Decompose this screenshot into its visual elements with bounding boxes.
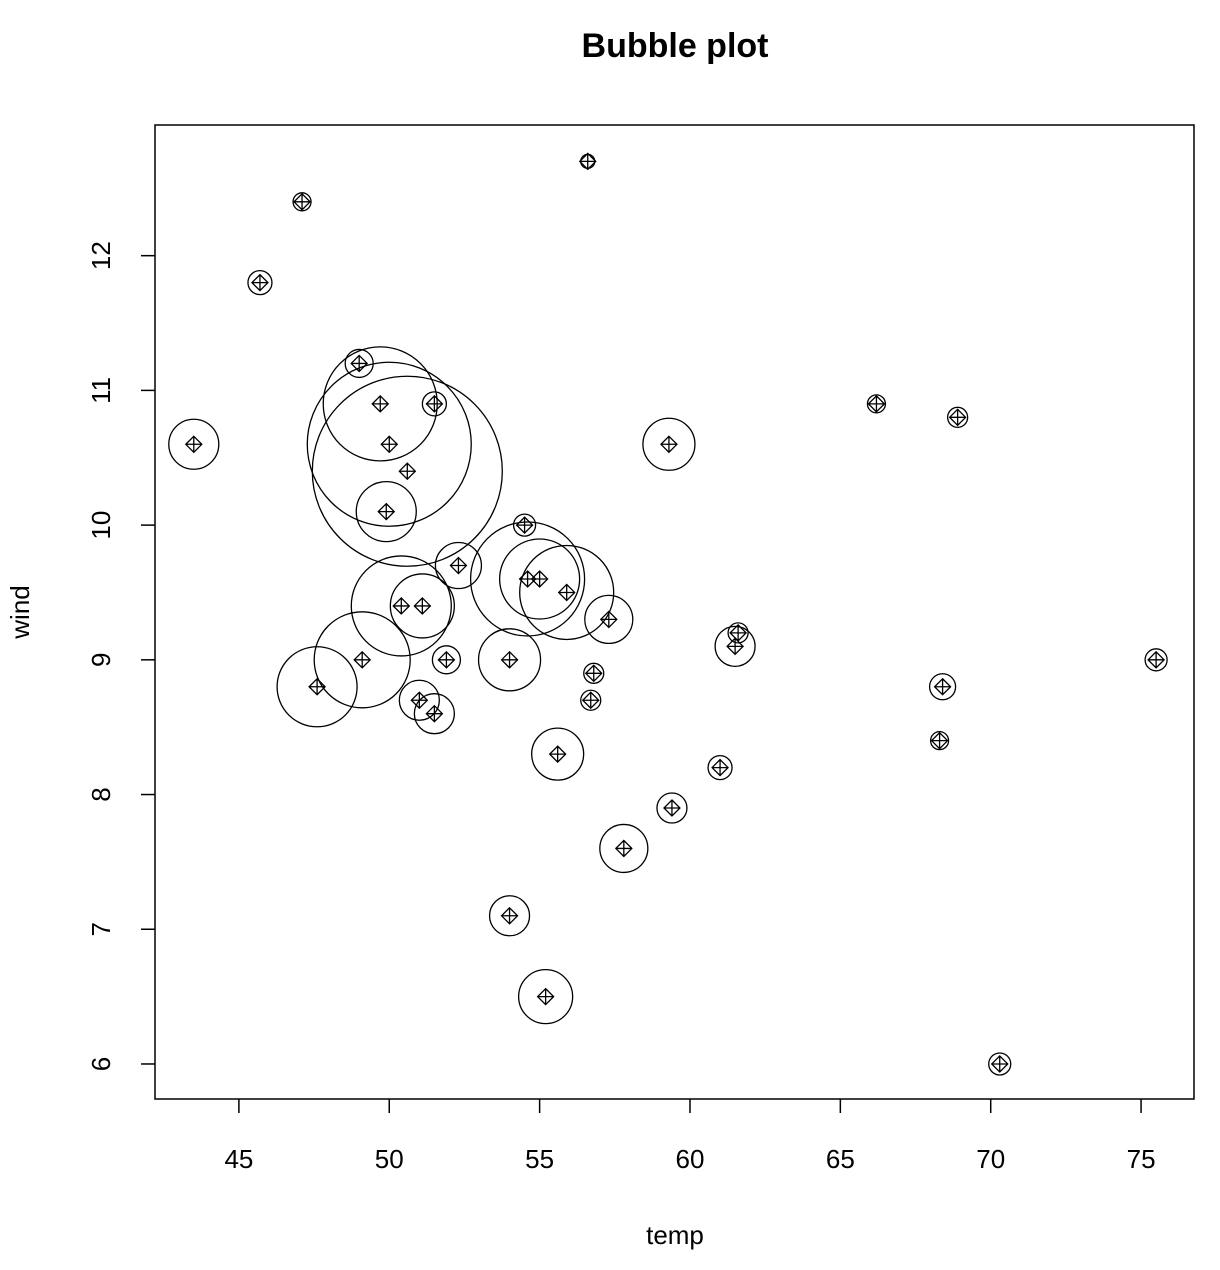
y-tick-label: 12 xyxy=(86,241,116,270)
bubble xyxy=(988,1052,1012,1076)
point-marker xyxy=(350,354,369,373)
bubble xyxy=(656,792,688,824)
bubble xyxy=(247,269,273,296)
point-marker xyxy=(530,570,549,588)
point-marker xyxy=(425,704,444,723)
point-marker xyxy=(425,394,444,413)
bubble xyxy=(714,625,756,668)
bubble xyxy=(519,544,615,641)
y-tick-label: 6 xyxy=(86,1057,116,1071)
y-tick-label: 11 xyxy=(86,377,116,404)
x-tick-label: 55 xyxy=(525,1144,554,1174)
y-tick-label: 9 xyxy=(86,653,116,667)
point-marker xyxy=(380,435,399,454)
bubble xyxy=(531,727,585,781)
x-tick-label: 45 xyxy=(224,1144,253,1174)
bubble xyxy=(276,646,358,728)
y-axis-label: wind xyxy=(5,585,35,639)
point-marker xyxy=(557,583,576,602)
bubble xyxy=(707,754,733,781)
point-marker xyxy=(614,839,633,858)
y-tick-label: 7 xyxy=(86,922,116,936)
bubble xyxy=(434,541,483,590)
y-tick-label: 10 xyxy=(86,511,116,540)
bubble xyxy=(389,573,455,639)
point-marker xyxy=(867,394,886,413)
bubble xyxy=(642,417,696,471)
plot-frame xyxy=(154,124,1195,1100)
point-marker xyxy=(293,192,311,211)
point-marker xyxy=(584,664,603,683)
bubble xyxy=(488,895,531,937)
point-marker xyxy=(1147,650,1166,669)
point-marker xyxy=(449,556,468,575)
point-marker xyxy=(392,597,411,615)
bubble xyxy=(929,731,950,751)
point-marker xyxy=(599,610,618,629)
point-marker xyxy=(663,799,681,817)
point-marker xyxy=(500,650,519,669)
bubble xyxy=(946,406,969,428)
point-marker xyxy=(437,650,456,669)
point-marker xyxy=(515,516,534,535)
bubble xyxy=(928,673,957,701)
x-tick-label: 70 xyxy=(976,1144,1005,1174)
bubble xyxy=(306,361,472,527)
bubble xyxy=(168,418,220,470)
bubble xyxy=(413,693,456,735)
bubble xyxy=(313,611,411,709)
bubble xyxy=(512,513,537,537)
y-tick-label: 8 xyxy=(86,787,116,801)
point-marker xyxy=(548,745,567,764)
point-marker xyxy=(933,677,952,696)
point-marker xyxy=(184,435,203,454)
point-marker xyxy=(581,691,600,710)
point-marker xyxy=(660,435,678,454)
bubble xyxy=(1144,648,1168,672)
point-marker xyxy=(398,462,417,481)
point-marker xyxy=(729,623,748,642)
bubble xyxy=(431,645,462,675)
point-marker xyxy=(353,650,372,669)
point-marker xyxy=(413,597,432,615)
x-tick-label: 50 xyxy=(375,1144,404,1174)
point-marker xyxy=(377,502,396,521)
point-marker xyxy=(990,1055,1009,1073)
bubble xyxy=(355,480,417,543)
bubble xyxy=(350,555,452,657)
bubble xyxy=(866,394,887,414)
bubble xyxy=(584,594,634,645)
bubble xyxy=(477,628,542,692)
x-tick-label: 65 xyxy=(826,1144,855,1174)
bubble xyxy=(398,679,440,721)
point-marker xyxy=(251,273,269,292)
bubble xyxy=(580,689,602,711)
bubble xyxy=(292,192,312,212)
point-marker xyxy=(726,637,745,656)
x-tick-label: 75 xyxy=(1127,1144,1156,1174)
point-marker xyxy=(711,758,729,777)
bubble xyxy=(421,391,448,417)
bubble xyxy=(583,662,605,684)
bubble xyxy=(469,521,586,637)
chart-title: Bubble plot xyxy=(582,27,769,65)
point-marker xyxy=(308,677,327,696)
point-marker xyxy=(930,731,949,750)
point-marker xyxy=(536,987,555,1006)
bubble xyxy=(727,622,749,644)
point-marker xyxy=(371,394,390,413)
x-axis-label: temp xyxy=(646,1220,704,1250)
bubble xyxy=(498,538,581,620)
point-marker xyxy=(500,906,519,925)
x-tick-label: 60 xyxy=(676,1144,705,1174)
bubble xyxy=(311,375,503,567)
point-marker xyxy=(578,152,597,171)
point-marker xyxy=(948,408,967,427)
bubble xyxy=(599,823,649,874)
bubble xyxy=(517,968,574,1025)
